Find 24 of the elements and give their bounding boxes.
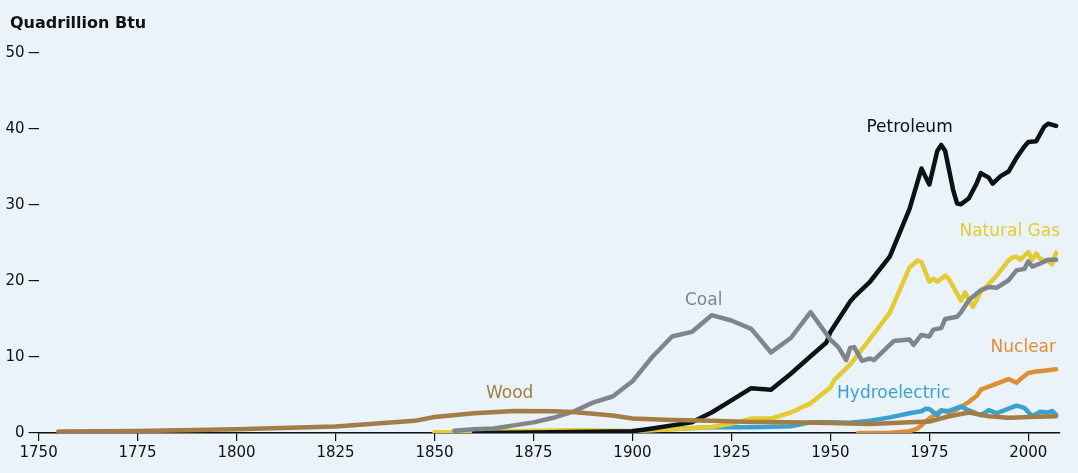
series-label: Coal	[684, 289, 723, 310]
series-label: Wood	[486, 382, 534, 403]
x-tick-label: 1800	[217, 442, 256, 461]
x-tick-label: 1825	[316, 442, 355, 461]
series-label: Hydroelectric	[837, 382, 951, 403]
x-tick-label: 1750	[19, 442, 58, 461]
y-tick-label: 0	[15, 422, 25, 441]
y-axis-title: Quadrillion Btu	[10, 13, 147, 32]
y-tick-label: 30	[5, 194, 25, 213]
y-tick-label: 20	[5, 270, 25, 289]
x-tick-label: 1900	[613, 442, 652, 461]
series-label: Natural Gas	[959, 220, 1061, 241]
x-tick-label: 1925	[712, 442, 751, 461]
series-label: Nuclear	[990, 336, 1057, 357]
y-tick-label: 10	[5, 346, 25, 365]
y-tick-label: 50	[5, 42, 25, 61]
x-tick-label: 1950	[811, 442, 850, 461]
series-label: Petroleum	[866, 116, 953, 137]
x-tick-label: 1775	[118, 442, 157, 461]
x-tick-label: 1850	[415, 442, 454, 461]
y-tick-label: 40	[5, 118, 25, 137]
x-tick-label: 1875	[514, 442, 553, 461]
x-tick-label: 2000	[1009, 442, 1048, 461]
x-tick-label: 1975	[910, 442, 949, 461]
